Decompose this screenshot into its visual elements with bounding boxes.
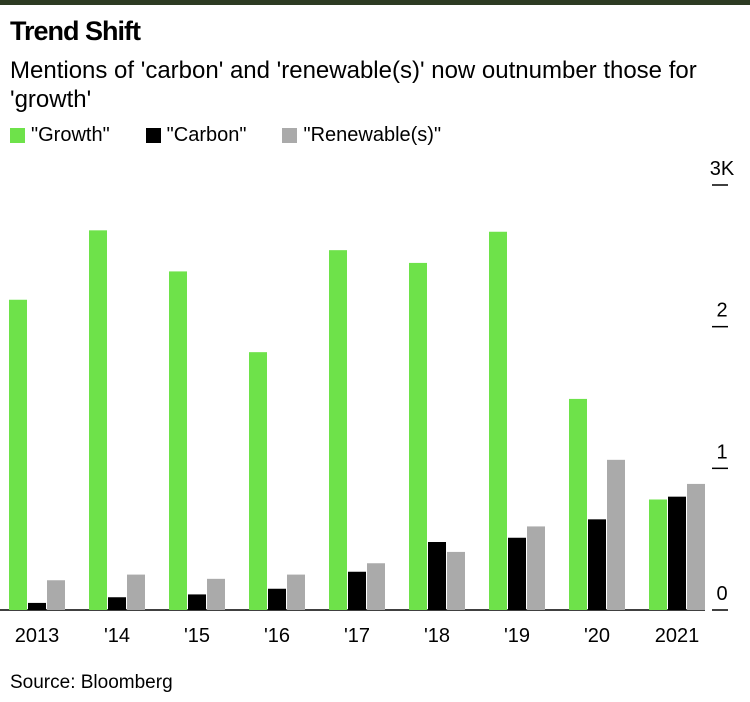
bar bbox=[668, 496, 686, 610]
bar bbox=[348, 571, 366, 610]
bar bbox=[649, 499, 667, 610]
bar bbox=[447, 551, 465, 610]
bar bbox=[188, 594, 206, 610]
y-tick-label: 3K bbox=[710, 158, 735, 180]
bar bbox=[169, 271, 187, 610]
x-tick-label: 2021 bbox=[655, 625, 700, 647]
bar bbox=[409, 262, 427, 610]
y-tick-label: 2 bbox=[716, 300, 727, 322]
bar bbox=[28, 602, 46, 610]
legend-swatch bbox=[10, 128, 25, 143]
legend-swatch bbox=[145, 128, 161, 143]
bar bbox=[268, 588, 286, 610]
x-tick-label: '15 bbox=[184, 625, 210, 647]
bar bbox=[329, 250, 347, 610]
legend-label: "Growth" bbox=[31, 124, 110, 146]
chart: 0 1 2 3K 2013 '14 '15 '16 '17 '18 '19 '20 2021 bbox=[0, 158, 735, 647]
bar bbox=[108, 597, 126, 610]
bar bbox=[207, 578, 225, 610]
legend-label: "Carbon" bbox=[166, 124, 247, 146]
bar bbox=[47, 580, 65, 610]
x-tick-label: '18 bbox=[424, 625, 450, 647]
bar bbox=[508, 537, 526, 610]
legend-item: "Growth" bbox=[10, 124, 110, 147]
x-tick-label: '19 bbox=[504, 625, 530, 647]
y-tick-label: 1 bbox=[716, 441, 727, 463]
x-tick-label: '17 bbox=[344, 625, 370, 647]
legend-label: "Renewable(s)" bbox=[303, 124, 442, 146]
bar bbox=[367, 563, 385, 610]
bar bbox=[527, 526, 545, 610]
chart-subtitle: Mentions of 'carbon' and 'renewable(s)' … bbox=[10, 57, 697, 113]
legend-item: "Carbon" bbox=[145, 124, 247, 147]
x-tick-label: '14 bbox=[104, 625, 130, 647]
bar bbox=[89, 230, 107, 610]
legend: "Growth" "Carbon" "Renewable(s)" bbox=[10, 124, 441, 147]
x-tick-label: '20 bbox=[584, 625, 610, 647]
bar bbox=[569, 398, 587, 610]
bar bbox=[588, 519, 606, 610]
y-tick-label: 0 bbox=[716, 583, 727, 605]
chart-title: Trend Shift bbox=[10, 16, 141, 46]
x-tick-label: '16 bbox=[264, 625, 290, 647]
bar bbox=[489, 231, 507, 610]
bar bbox=[287, 574, 305, 610]
legend-swatch bbox=[282, 128, 298, 143]
source: Source: Bloomberg bbox=[10, 672, 173, 693]
bar bbox=[127, 574, 145, 610]
x-tick-label: 2013 bbox=[15, 625, 60, 647]
legend-item: "Renewable(s)" bbox=[282, 124, 441, 147]
bar bbox=[249, 352, 267, 610]
bar bbox=[9, 299, 27, 610]
top-bar bbox=[0, 0, 750, 5]
bar bbox=[428, 542, 446, 610]
bar bbox=[607, 459, 625, 610]
bar bbox=[687, 483, 705, 610]
